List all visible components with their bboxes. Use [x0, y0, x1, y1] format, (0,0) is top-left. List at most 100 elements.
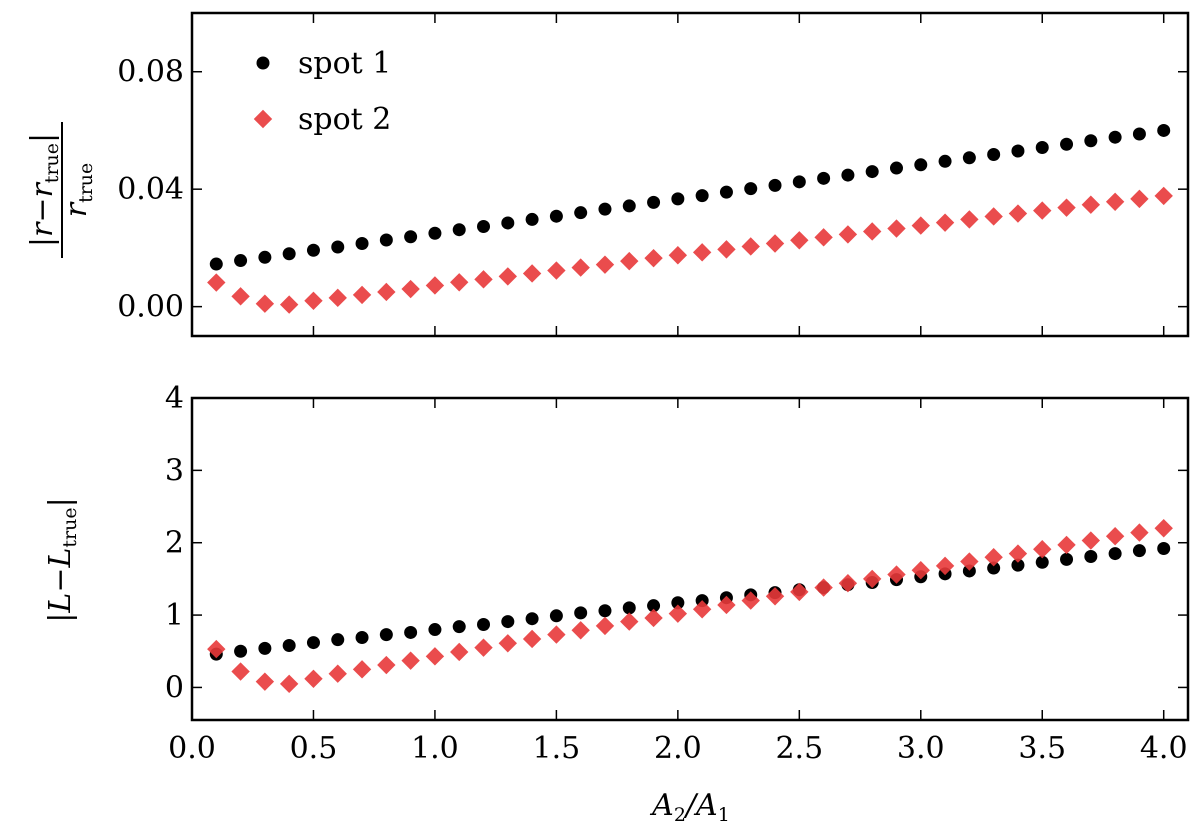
- bottom-point-spot2: [425, 647, 445, 666]
- top-point-spot1: [355, 237, 369, 251]
- bottom-point-spot2: [474, 638, 493, 657]
- bottom-point-spot1: [1060, 552, 1074, 566]
- bottom-point-spot2: [571, 621, 590, 640]
- legend-marker-spot1: [256, 56, 270, 70]
- top-point-spot2: [814, 228, 833, 247]
- bottom-point-spot1: [379, 628, 393, 642]
- top-ylabel-numerator: |r−rtrue|: [25, 133, 63, 247]
- top-point-spot1: [865, 165, 879, 179]
- top-point-spot2: [328, 288, 347, 308]
- top-point-spot2: [935, 213, 955, 232]
- bottom-point-spot2: [668, 604, 688, 623]
- bottom-point-spot2: [304, 669, 323, 688]
- bottom-point-spot2: [814, 578, 833, 597]
- top-ytick-label: 0.08: [117, 55, 184, 90]
- top-point-spot1: [525, 212, 539, 226]
- top-point-spot2: [887, 219, 906, 238]
- bottom-point-spot1: [331, 633, 345, 647]
- top-point-spot2: [1130, 189, 1149, 209]
- bottom-point-spot1: [647, 599, 661, 613]
- top-point-spot2: [595, 255, 615, 274]
- bottom-point-spot1: [306, 636, 320, 650]
- bottom-ytick-label: 1: [165, 598, 184, 633]
- top-point-spot1: [1132, 127, 1146, 141]
- bottom-point-spot1: [477, 617, 491, 631]
- xtick-label: 3.5: [1018, 731, 1066, 766]
- legend-marker-spot2: [253, 109, 273, 129]
- bottom-point-spot2: [595, 616, 615, 636]
- bottom-point-spot2: [450, 642, 469, 662]
- bottom-point-spot2: [547, 625, 566, 644]
- top-point-spot1: [744, 182, 758, 196]
- bottom-point-spot2: [1130, 523, 1149, 542]
- top-point-spot2: [571, 258, 590, 277]
- top-panel: 0.00 0.04 0.08 spot 1 spot 2: [117, 11, 1190, 338]
- top-point-spot2: [1105, 192, 1125, 212]
- top-point-spot2: [425, 276, 445, 295]
- bottom-point-spot1: [987, 561, 1001, 575]
- bottom-ytick-label: 2: [165, 526, 184, 561]
- bottom-point-spot2: [1105, 527, 1125, 546]
- top-point-spot2: [984, 207, 1003, 226]
- top-point-spot1: [477, 219, 491, 233]
- bottom-point-spot1: [1157, 542, 1171, 556]
- top-point-spot1: [889, 161, 903, 175]
- top-point-spot2: [863, 222, 882, 241]
- top-point-spot1: [671, 192, 685, 206]
- top-point-spot2: [352, 285, 372, 305]
- top-ytick-label: 0.00: [117, 290, 184, 325]
- bottom-point-spot2: [255, 672, 275, 691]
- top-point-spot2: [377, 282, 396, 302]
- top-point-spot1: [1011, 144, 1025, 158]
- top-point-spot1: [647, 195, 661, 209]
- top-point-spot1: [501, 216, 515, 230]
- bottom-point-spot1: [1132, 544, 1146, 558]
- svg-text:|L−Ltrue|: |L−Ltrue|: [43, 497, 81, 622]
- bottom-point-spot1: [525, 612, 539, 626]
- top-point-spot2: [644, 248, 663, 268]
- bottom-point-spot2: [498, 634, 517, 653]
- top-point-spot1: [306, 243, 320, 257]
- legend-label-2: spot 2: [298, 102, 391, 137]
- xtick-label: 2.0: [654, 731, 702, 766]
- bottom-point-spot2: [1154, 519, 1173, 538]
- top-point-spot1: [695, 189, 709, 203]
- top-point-spot2: [668, 246, 688, 265]
- top-point-spot1: [331, 240, 345, 254]
- top-point-spot1: [234, 254, 248, 268]
- xtick-label: 1.5: [533, 731, 581, 766]
- xtick-label: 0.5: [290, 731, 338, 766]
- bottom-point-spot1: [1035, 555, 1049, 569]
- bottom-plot-frame: [190, 396, 1190, 722]
- top-point-spot1: [622, 199, 636, 213]
- bottom-point-spot2: [620, 612, 639, 631]
- bottom-point-spot2: [1033, 540, 1052, 559]
- bottom-point-spot1: [1108, 547, 1122, 561]
- top-point-spot1: [719, 185, 733, 199]
- top-point-spot2: [498, 267, 517, 286]
- top-point-spot2: [547, 261, 566, 280]
- bottom-point-spot1: [282, 638, 296, 652]
- top-point-spot1: [841, 168, 855, 182]
- bottom-point-spot2: [328, 664, 347, 683]
- top-point-spot1: [987, 148, 1001, 162]
- bottom-point-spot1: [1011, 558, 1025, 572]
- bottom-point-spot1: [671, 596, 685, 610]
- xtick-label: 4.0: [1140, 731, 1188, 766]
- bottom-point-spot2: [377, 655, 396, 675]
- top-point-spot2: [620, 251, 639, 271]
- top-point-spot2: [911, 216, 930, 235]
- bottom-point-spot2: [790, 582, 809, 602]
- bottom-point-spot1: [1084, 549, 1098, 563]
- bottom-point-spot2: [401, 651, 420, 670]
- top-point-spot2: [1081, 195, 1101, 214]
- top-point-spot1: [258, 250, 272, 264]
- bottom-ylabel: |L−Ltrue|: [43, 497, 81, 622]
- legend: spot 1 spot 2: [253, 46, 391, 137]
- top-point-spot2: [207, 273, 226, 292]
- top-point-spot1: [574, 206, 588, 220]
- xtick-label: 0.0: [168, 731, 216, 766]
- top-point-spot1: [404, 230, 418, 244]
- top-point-spot1: [379, 233, 393, 247]
- bottom-point-spot2: [765, 587, 785, 606]
